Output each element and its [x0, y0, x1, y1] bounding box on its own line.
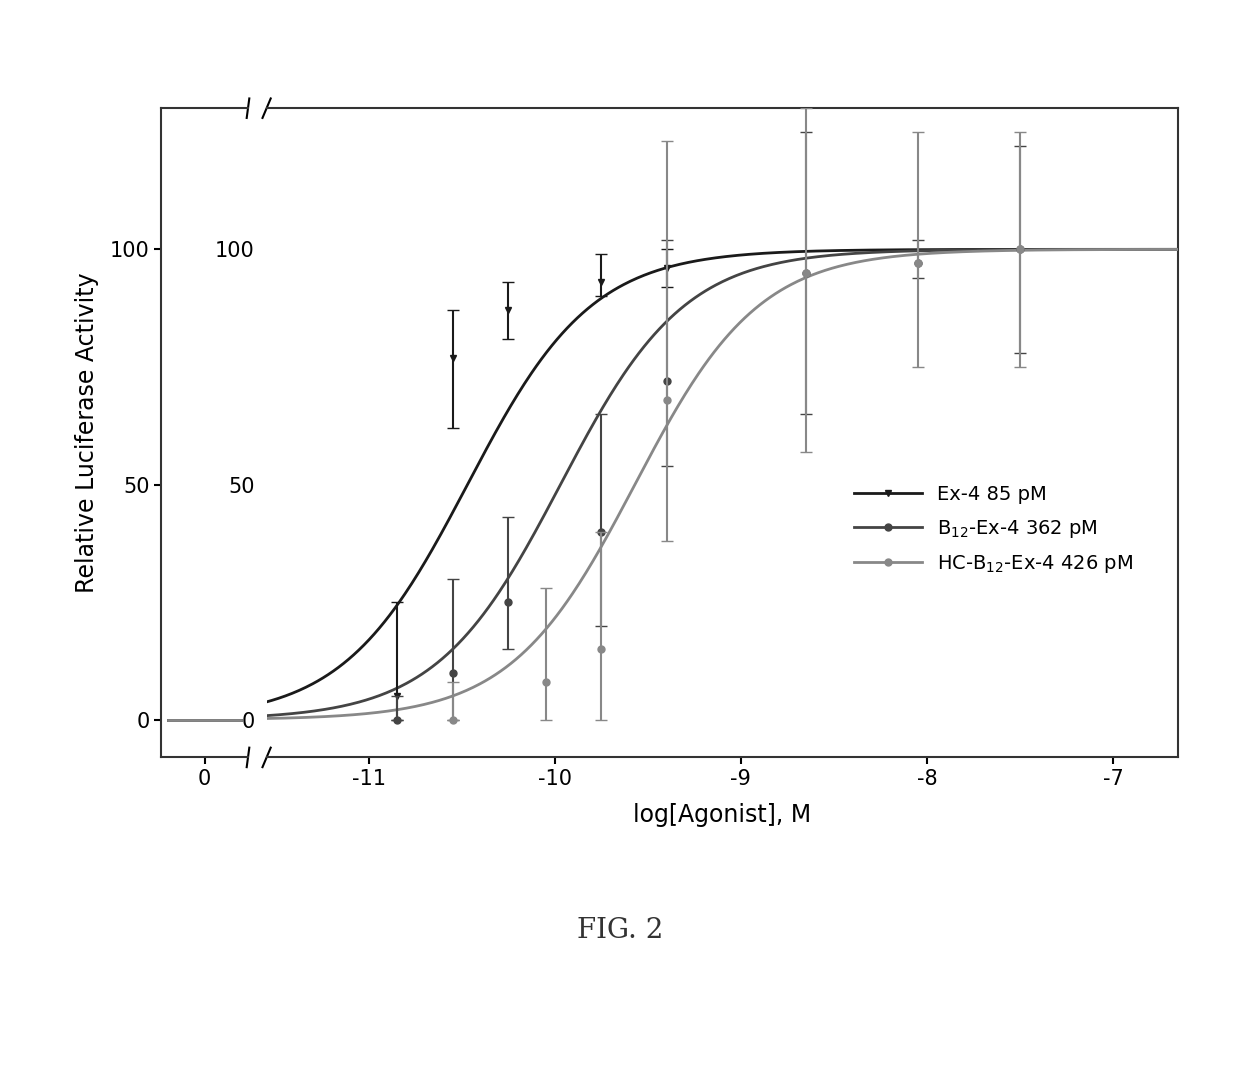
Text: FIG. 2: FIG. 2: [577, 918, 663, 944]
Y-axis label: Relative Luciferase Activity: Relative Luciferase Activity: [74, 273, 98, 593]
X-axis label: log[Agonist], M: log[Agonist], M: [634, 803, 811, 827]
Legend: Ex-4 85 pM, $\mathrm{B_{12}}$-Ex-4 362 pM, $\mathrm{HC}$-$\mathrm{B_{12}}$-Ex-4 : Ex-4 85 pM, $\mathrm{B_{12}}$-Ex-4 362 p…: [846, 477, 1141, 583]
